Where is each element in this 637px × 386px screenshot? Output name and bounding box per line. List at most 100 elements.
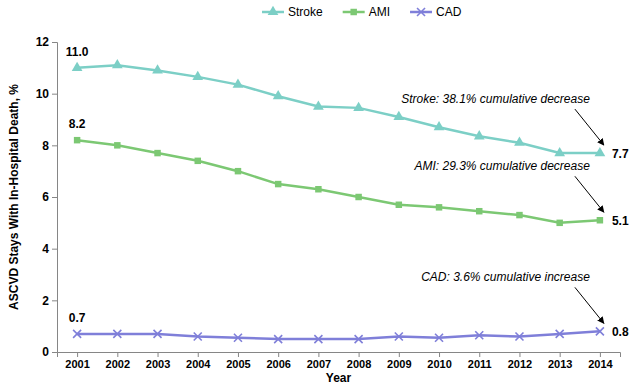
marker bbox=[596, 327, 604, 335]
legend-label: Stroke bbox=[288, 5, 323, 19]
data-point bbox=[595, 147, 606, 156]
annotation: CAD: 3.6% cumulative increase bbox=[421, 270, 590, 284]
annotation-arrow bbox=[575, 176, 604, 212]
x-tick-mark bbox=[198, 352, 199, 357]
data-point bbox=[475, 331, 483, 339]
y-tick-label: 10 bbox=[36, 87, 50, 101]
data-point bbox=[154, 150, 160, 156]
x-tick-mark bbox=[117, 352, 118, 357]
data-point bbox=[554, 147, 565, 156]
x-tick-mark bbox=[278, 352, 279, 357]
annotation-arrow bbox=[575, 287, 604, 323]
marker bbox=[113, 330, 121, 338]
legend-item: Stroke bbox=[262, 5, 323, 19]
x-tick-label: 2012 bbox=[508, 358, 532, 370]
x-tick-label: 2014 bbox=[588, 358, 613, 370]
marker bbox=[154, 330, 162, 338]
data-point bbox=[72, 62, 83, 71]
x-tick-label: 2004 bbox=[186, 358, 211, 370]
marker bbox=[314, 335, 322, 343]
y-tick-label: 12 bbox=[36, 35, 50, 49]
y-tick-mark bbox=[52, 249, 57, 250]
y-tick-label: 0 bbox=[42, 345, 49, 359]
y-tick: 8 bbox=[42, 139, 57, 153]
x-tick: 2011 bbox=[468, 352, 492, 370]
marker bbox=[112, 59, 123, 68]
data-point bbox=[275, 181, 281, 187]
x-tick-label: 2013 bbox=[548, 358, 572, 370]
y-tick: 2 bbox=[42, 294, 57, 308]
x-tick-mark bbox=[318, 352, 319, 357]
marker bbox=[275, 181, 281, 187]
data-point bbox=[112, 59, 123, 68]
legend-label: AMI bbox=[369, 5, 390, 19]
marker bbox=[192, 71, 203, 80]
x-tick-mark bbox=[399, 352, 400, 357]
x-tick-mark bbox=[77, 352, 78, 357]
data-point bbox=[233, 78, 244, 87]
marker bbox=[396, 202, 402, 208]
x-tick: 2002 bbox=[106, 352, 130, 370]
y-axis-title: ASCVD Stays With In-Hospital Death, % bbox=[7, 84, 21, 310]
data-point bbox=[235, 168, 241, 174]
y-tick: 4 bbox=[42, 242, 57, 256]
y-tick-mark bbox=[52, 42, 57, 43]
marker bbox=[556, 330, 564, 338]
marker bbox=[515, 333, 523, 341]
annotation: AMI: 29.3% cumulative decrease bbox=[413, 159, 590, 173]
data-point bbox=[516, 212, 522, 218]
data-point bbox=[355, 194, 361, 200]
marker bbox=[355, 335, 363, 343]
marker bbox=[195, 158, 201, 164]
marker bbox=[274, 335, 282, 343]
marker bbox=[476, 208, 482, 214]
data-label: 8.2 bbox=[69, 117, 86, 131]
marker bbox=[436, 204, 442, 210]
marker bbox=[393, 111, 404, 120]
x-tick-label: 2006 bbox=[266, 358, 290, 370]
marker bbox=[395, 333, 403, 341]
data-label: 7.7 bbox=[612, 147, 629, 161]
y-tick-label: 8 bbox=[42, 139, 49, 153]
x-tick-mark bbox=[600, 352, 601, 357]
y-tick-mark bbox=[52, 94, 57, 95]
data-point bbox=[393, 111, 404, 120]
marker bbox=[435, 334, 443, 342]
y-axis-line bbox=[52, 43, 58, 353]
marker bbox=[355, 194, 361, 200]
legend: StrokeAMICAD bbox=[262, 5, 462, 19]
y-tick-mark bbox=[52, 352, 57, 353]
marker bbox=[194, 333, 202, 341]
data-point bbox=[396, 202, 402, 208]
data-point bbox=[273, 90, 284, 99]
x-tick-label: 2003 bbox=[146, 358, 170, 370]
x-tick-mark bbox=[359, 352, 360, 357]
y-tick: 6 bbox=[42, 190, 57, 204]
data-point bbox=[113, 330, 121, 338]
x-tick-label: 2005 bbox=[226, 358, 250, 370]
data-label: 0.7 bbox=[69, 311, 86, 325]
x-tick: 2014 bbox=[588, 352, 613, 370]
x-tick-label: 2008 bbox=[347, 358, 371, 370]
legend-marker bbox=[417, 8, 425, 16]
data-point bbox=[355, 335, 363, 343]
y-tick-label: 4 bbox=[42, 242, 49, 256]
marker bbox=[516, 212, 522, 218]
data-label: 5.1 bbox=[612, 214, 629, 228]
y-tick: 0 bbox=[42, 345, 57, 359]
x-tick: 2007 bbox=[307, 352, 331, 370]
marker bbox=[313, 100, 324, 109]
data-point bbox=[514, 137, 525, 146]
marker bbox=[556, 220, 562, 226]
marker bbox=[475, 331, 483, 339]
x-tick: 2006 bbox=[266, 352, 290, 370]
marker bbox=[72, 62, 83, 71]
x-tick-label: 2009 bbox=[387, 358, 411, 370]
data-point bbox=[314, 335, 322, 343]
data-point bbox=[195, 158, 201, 164]
data-point bbox=[315, 186, 321, 192]
data-point bbox=[434, 121, 445, 130]
legend-symbol bbox=[268, 6, 279, 15]
y-tick: 10 bbox=[36, 87, 57, 101]
x-tick: 2008 bbox=[347, 352, 371, 370]
